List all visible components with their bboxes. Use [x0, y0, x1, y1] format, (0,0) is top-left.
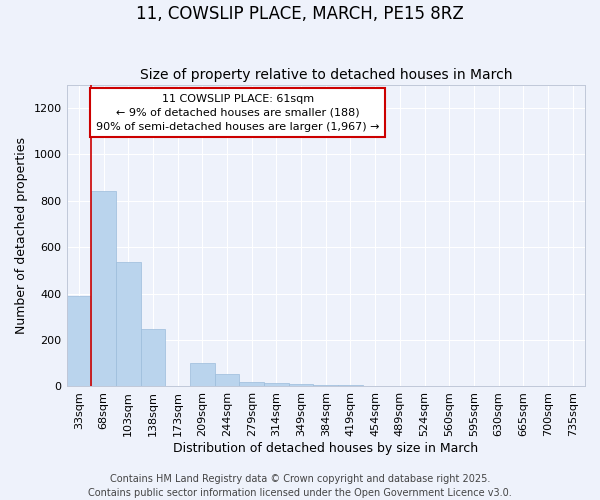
Text: Contains HM Land Registry data © Crown copyright and database right 2025.
Contai: Contains HM Land Registry data © Crown c…	[88, 474, 512, 498]
Bar	[190, 363, 215, 386]
Text: 11, COWSLIP PLACE, MARCH, PE15 8RZ: 11, COWSLIP PLACE, MARCH, PE15 8RZ	[136, 5, 464, 23]
Y-axis label: Number of detached properties: Number of detached properties	[15, 137, 28, 334]
Bar	[239, 382, 264, 386]
Bar	[289, 384, 313, 386]
Title: Size of property relative to detached houses in March: Size of property relative to detached ho…	[140, 68, 512, 82]
Bar	[91, 192, 116, 386]
Bar	[215, 374, 239, 386]
Bar	[116, 262, 140, 386]
Bar	[140, 329, 165, 386]
Text: 11 COWSLIP PLACE: 61sqm
← 9% of detached houses are smaller (188)
90% of semi-de: 11 COWSLIP PLACE: 61sqm ← 9% of detached…	[96, 94, 379, 132]
Bar	[67, 296, 91, 386]
X-axis label: Distribution of detached houses by size in March: Distribution of detached houses by size …	[173, 442, 478, 455]
Bar	[264, 383, 289, 386]
